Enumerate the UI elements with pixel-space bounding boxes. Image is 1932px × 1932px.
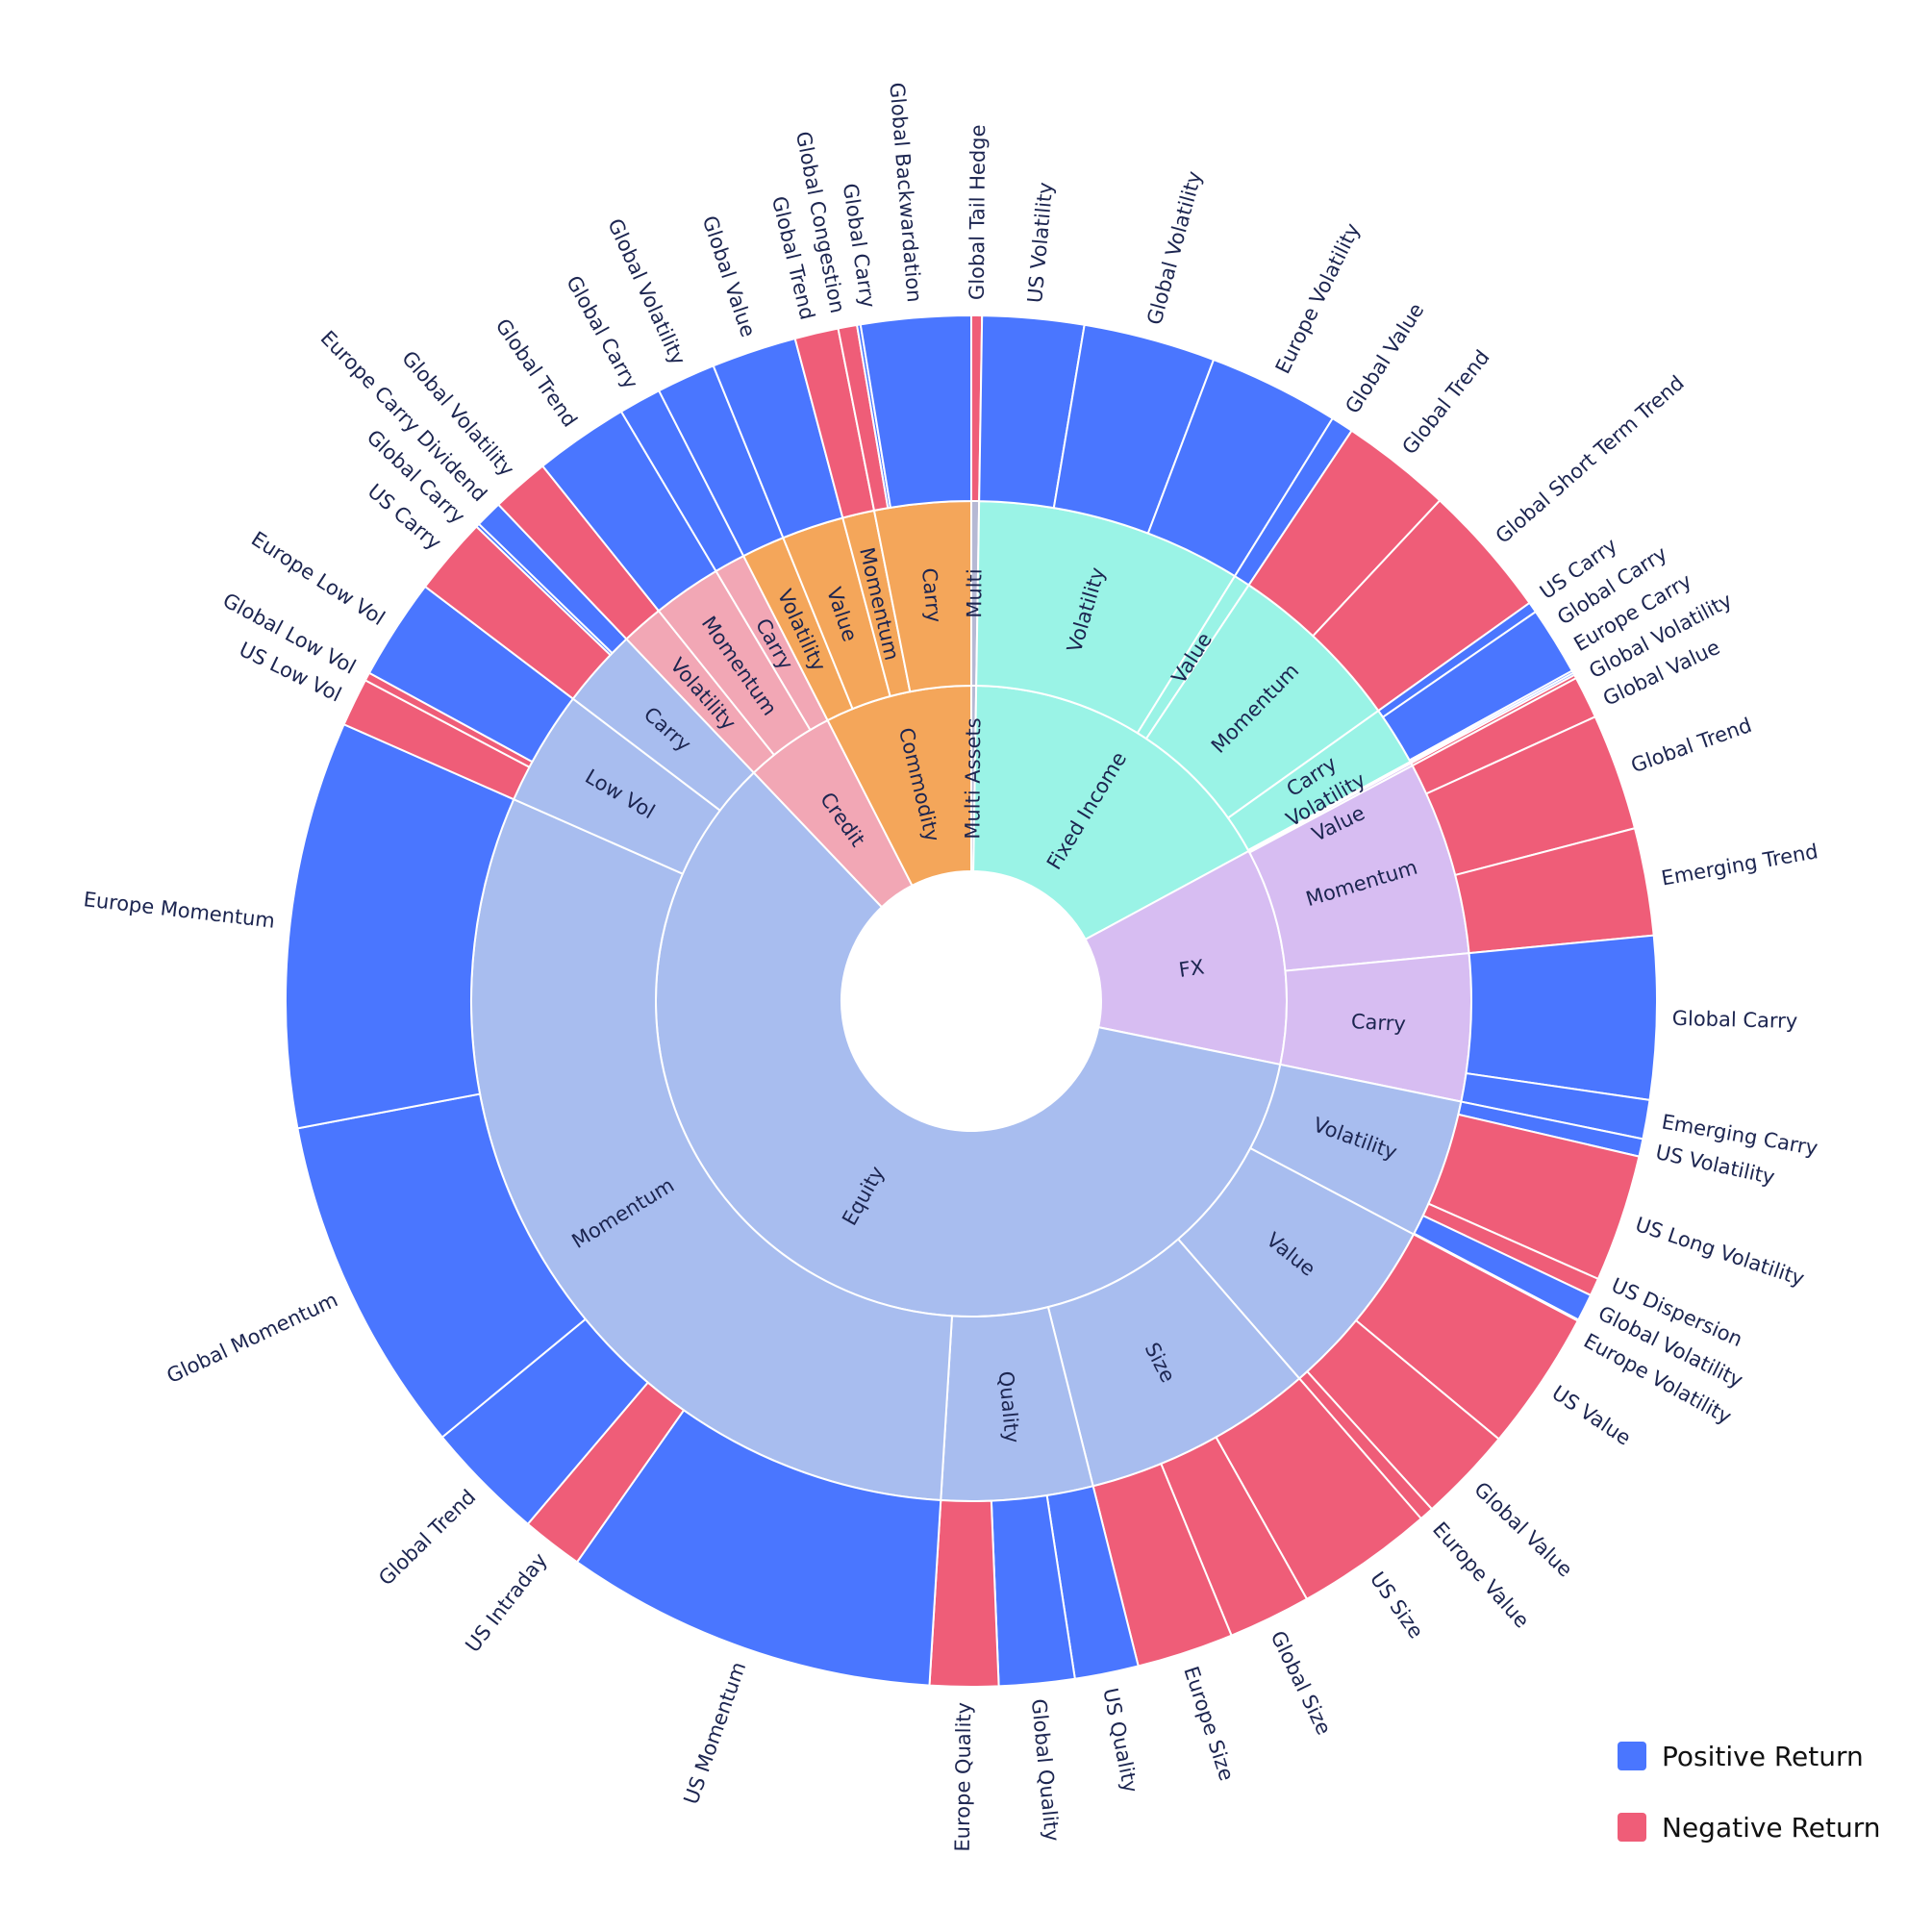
- leaf-label: US Intraday: [461, 1548, 551, 1656]
- leaf-label: US Volatility: [1023, 181, 1057, 304]
- leaf-label: Global Value: [1341, 299, 1428, 417]
- leaf-label: Europe Quality: [951, 1702, 976, 1852]
- legend-label-positive: Positive Return: [1662, 1740, 1864, 1772]
- subcategory-label: Carry: [1350, 1010, 1406, 1036]
- leaf-label: US Value: [1547, 1381, 1635, 1450]
- legend-swatch-positive: [1618, 1742, 1646, 1770]
- leaf-label: Global Trend: [374, 1485, 480, 1590]
- legend-swatch-negative: [1618, 1813, 1646, 1842]
- leaf-label: Global Trend: [1397, 345, 1493, 459]
- leaf-label: Global Carry: [1671, 1007, 1797, 1033]
- leaf-label: US Quality: [1098, 1686, 1142, 1794]
- leaf-label: US Momentum: [679, 1659, 750, 1807]
- leaf-label: Global Backwardation: [885, 82, 926, 304]
- leaf-label: Global Carry: [562, 272, 642, 393]
- sector-label: Multi Assets: [961, 717, 985, 840]
- leaf-label: Global Value: [698, 213, 760, 339]
- subcategory-label: Multi: [963, 568, 986, 618]
- legend-item-negative[interactable]: Negative Return: [1618, 1810, 1880, 1844]
- sector-label: FX: [1177, 955, 1206, 982]
- leaf-label: Global Volatility: [1142, 168, 1206, 327]
- leaf-label: Global Tail Hedge: [966, 124, 990, 300]
- leaf-label: US Size: [1366, 1568, 1428, 1643]
- legend-item-positive[interactable]: Positive Return: [1618, 1739, 1880, 1773]
- leaf-wedge[interactable]: [1465, 934, 1658, 1102]
- leaf-label: Global Trend: [490, 314, 581, 431]
- legend: Positive Return Negative Return: [1618, 1739, 1880, 1881]
- leaf-label: Global Short Term Trend: [1492, 371, 1689, 548]
- leaf-label: Global Trend: [1628, 714, 1755, 777]
- sunburst-wedges: [285, 314, 1658, 1688]
- leaf-wedge[interactable]: [859, 314, 972, 509]
- legend-label-negative: Negative Return: [1662, 1811, 1881, 1844]
- subcategory-label: Carry: [917, 567, 945, 624]
- leaf-label: Europe Volatility: [1271, 219, 1365, 377]
- leaf-label: Global Quality: [1027, 1697, 1064, 1842]
- leaf-label: Global Size: [1266, 1627, 1335, 1739]
- leaf-label: Europe Momentum: [83, 888, 277, 933]
- leaf-label: Europe Size: [1179, 1664, 1238, 1784]
- leaf-label: US Long Volatility: [1633, 1213, 1808, 1291]
- leaf-label: Emerging Trend: [1660, 840, 1820, 890]
- leaf-label: Global Momentum: [163, 1288, 341, 1388]
